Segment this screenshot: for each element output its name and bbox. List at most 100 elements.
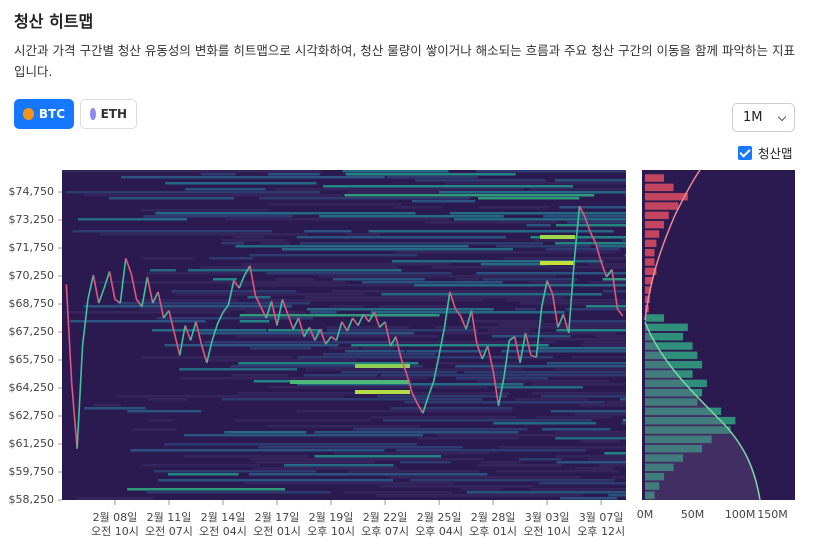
heat-band bbox=[319, 215, 504, 218]
profile-bar bbox=[645, 435, 712, 444]
heat-band bbox=[238, 362, 419, 365]
heat-band bbox=[94, 404, 122, 407]
price-segment bbox=[422, 396, 430, 414]
heatmap-toggle[interactable]: 청산맵 bbox=[738, 143, 793, 162]
profile-bar bbox=[645, 267, 657, 276]
price-segment bbox=[341, 321, 348, 332]
profile bbox=[645, 174, 736, 500]
heat-band bbox=[445, 182, 626, 185]
price-segment bbox=[368, 312, 375, 323]
y-tick-label: $68,750 bbox=[9, 297, 55, 310]
heat-band bbox=[503, 257, 626, 260]
heat-band bbox=[587, 458, 626, 461]
x-tick-time: 오전 07시 bbox=[145, 525, 193, 538]
price-segment bbox=[373, 312, 381, 328]
price-segment bbox=[330, 336, 337, 342]
heat-band bbox=[438, 191, 626, 194]
x-tick-time: 오전 04시 bbox=[199, 525, 247, 538]
y-tick-label: $64,250 bbox=[9, 381, 55, 394]
x-tick-time: 오후 01시 bbox=[469, 525, 517, 538]
heat-hotspot bbox=[540, 235, 575, 239]
heat-band bbox=[341, 371, 457, 374]
x-tick-label: 2월 19일 bbox=[309, 510, 354, 524]
y-tick-label: $59,750 bbox=[9, 465, 55, 478]
price-segment bbox=[65, 284, 73, 384]
profile-bar bbox=[645, 239, 657, 248]
profile-bar bbox=[645, 248, 655, 257]
description: 시간과 가격 구간별 청산 유동성의 변화를 히트맵으로 시각화하여, 청산 물… bbox=[14, 43, 795, 79]
price-segment bbox=[87, 274, 95, 300]
heat-band bbox=[435, 362, 522, 365]
x-tick-time: 오전 10시 bbox=[523, 525, 571, 538]
heat-band bbox=[77, 218, 187, 221]
profile-bar bbox=[645, 202, 679, 210]
profile-bar bbox=[645, 351, 698, 360]
btc-label: BTC bbox=[38, 107, 65, 121]
heat-band bbox=[345, 233, 381, 236]
profile-bar bbox=[645, 360, 703, 369]
heat-band bbox=[257, 446, 463, 449]
x-tick-label: 2월 25일 bbox=[417, 510, 462, 524]
heat-band bbox=[183, 455, 309, 458]
profile-bar bbox=[645, 332, 684, 341]
heat-band bbox=[554, 242, 626, 245]
price-segment bbox=[303, 326, 311, 338]
heat-band bbox=[555, 224, 626, 227]
heat-band bbox=[259, 197, 471, 200]
price-segment bbox=[384, 321, 392, 347]
profile-bar bbox=[645, 472, 665, 481]
x-tick-label: 3월 07일 bbox=[579, 510, 624, 524]
heat-band bbox=[296, 236, 507, 239]
heat-band bbox=[146, 272, 249, 275]
profile-bar bbox=[645, 398, 698, 406]
price-segment bbox=[486, 345, 494, 371]
heat-band bbox=[284, 464, 394, 467]
heat-band bbox=[204, 341, 399, 344]
long-curve bbox=[644, 321, 761, 500]
heat-band bbox=[230, 374, 289, 377]
heat-band bbox=[342, 170, 449, 173]
eth-button[interactable]: ETH bbox=[80, 99, 137, 129]
price-segment bbox=[222, 304, 230, 313]
profile-bar bbox=[645, 444, 703, 453]
heat-band bbox=[377, 305, 451, 308]
profile-bar bbox=[645, 174, 665, 182]
long-area bbox=[645, 322, 760, 500]
price-segment bbox=[108, 271, 116, 300]
price-segment bbox=[157, 291, 165, 319]
heat-band bbox=[554, 179, 626, 182]
profile-bar bbox=[645, 220, 665, 229]
y-tick-label: $62,750 bbox=[9, 409, 55, 422]
heat-band bbox=[353, 428, 528, 431]
heat-band bbox=[434, 326, 626, 329]
heat-band bbox=[396, 449, 586, 452]
page-title: 청산 히트맵 bbox=[14, 12, 94, 31]
heat-band bbox=[477, 380, 610, 383]
heat-band bbox=[201, 173, 236, 176]
heat-band bbox=[390, 476, 582, 479]
price-segment bbox=[97, 287, 105, 304]
heat-band bbox=[139, 308, 276, 311]
heat-band bbox=[514, 398, 588, 401]
heat-band bbox=[544, 338, 626, 341]
price-segment bbox=[346, 317, 354, 332]
heat-band bbox=[200, 266, 398, 269]
heat-band bbox=[530, 236, 626, 239]
heat-band bbox=[323, 353, 436, 356]
period-select[interactable]: 1M bbox=[732, 103, 795, 132]
heat-band bbox=[455, 377, 549, 380]
profile-bar bbox=[645, 370, 693, 378]
price-segment bbox=[454, 308, 462, 317]
heat-band bbox=[595, 335, 625, 338]
price-segment bbox=[238, 274, 246, 289]
btc-button[interactable]: BTC bbox=[14, 99, 74, 129]
price-segment bbox=[216, 312, 224, 324]
heat-band bbox=[127, 488, 286, 491]
heat-band bbox=[583, 341, 626, 344]
heat-band bbox=[520, 302, 626, 305]
price-segment bbox=[573, 205, 581, 263]
profile-bar bbox=[645, 426, 731, 434]
heat-band bbox=[348, 470, 480, 473]
heat-band bbox=[141, 464, 260, 467]
price-segment bbox=[519, 332, 527, 363]
